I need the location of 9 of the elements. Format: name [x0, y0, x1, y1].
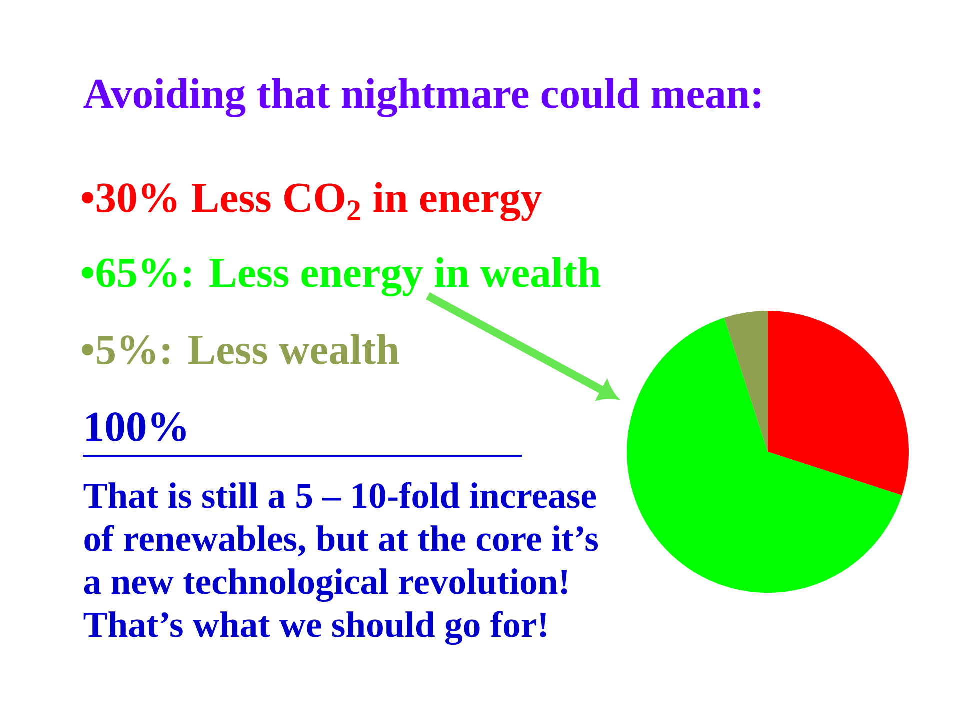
text: That is still a 5 – 10-fold increase [84, 482, 596, 508]
text: a new technological revolution! [84, 568, 568, 602]
text: •5%: Less wealth [82, 334, 400, 365]
text: That’s what we should go for! [84, 611, 546, 646]
text: of renewables, but at the core it’s [84, 525, 598, 557]
text: •65%: Less energy in wealth [82, 257, 601, 296]
text: 100% [86, 412, 186, 442]
chart-title: Avoiding that nightmare could mean: [84, 78, 761, 118]
text: •30% Less CO$_{2}$ in energy [82, 182, 542, 222]
